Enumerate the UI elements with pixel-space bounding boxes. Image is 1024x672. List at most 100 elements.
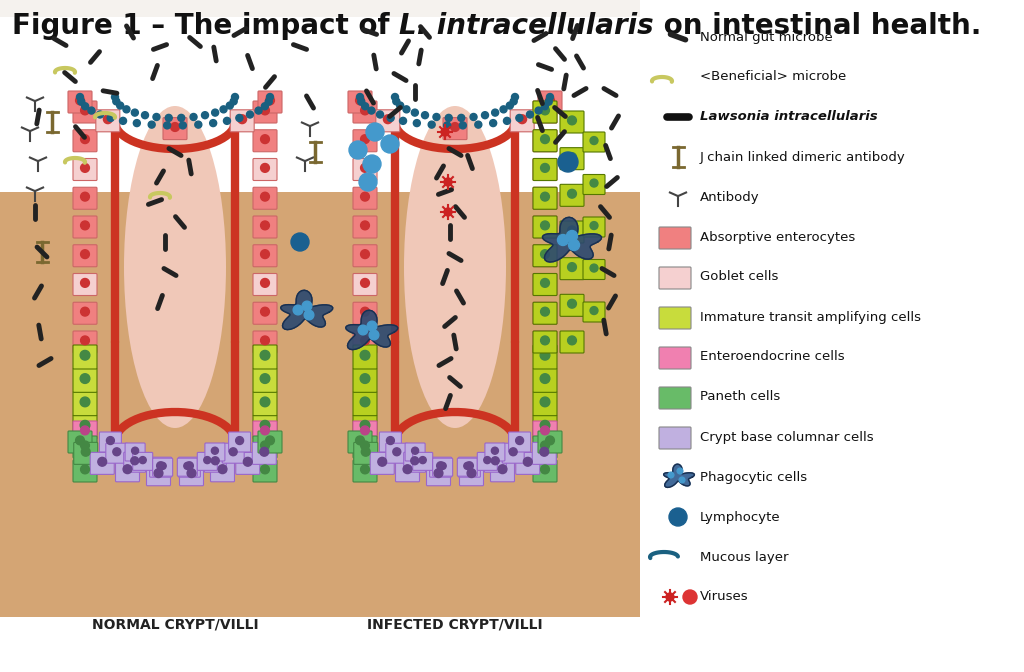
FancyBboxPatch shape [125,443,145,461]
Circle shape [541,250,550,259]
Circle shape [302,301,312,311]
Circle shape [231,93,239,101]
FancyBboxPatch shape [534,274,557,296]
FancyBboxPatch shape [460,464,483,486]
Circle shape [541,135,550,144]
FancyBboxPatch shape [253,421,278,443]
FancyBboxPatch shape [534,331,557,353]
Circle shape [567,263,577,271]
FancyBboxPatch shape [534,421,557,443]
Circle shape [226,102,233,109]
Circle shape [526,111,534,118]
FancyBboxPatch shape [252,442,276,464]
Circle shape [204,456,211,464]
Circle shape [187,469,196,478]
Circle shape [159,462,166,470]
FancyBboxPatch shape [253,274,278,296]
Circle shape [547,93,554,101]
Circle shape [260,278,269,288]
Text: Viruses: Viruses [700,591,749,603]
Circle shape [229,448,238,456]
Circle shape [190,114,197,120]
Circle shape [260,448,268,456]
FancyBboxPatch shape [353,331,377,353]
Circle shape [120,118,127,124]
Circle shape [396,102,403,109]
FancyBboxPatch shape [659,227,691,249]
FancyBboxPatch shape [538,91,562,113]
FancyBboxPatch shape [353,216,377,238]
Text: Crypt base columnar cells: Crypt base columnar cells [700,431,873,444]
Circle shape [460,122,466,129]
Circle shape [260,221,269,230]
Circle shape [220,106,227,113]
Circle shape [291,233,309,251]
Circle shape [360,250,370,259]
FancyBboxPatch shape [253,368,278,392]
FancyBboxPatch shape [560,331,584,353]
Circle shape [444,208,452,216]
Circle shape [360,221,370,230]
Circle shape [492,457,500,465]
FancyBboxPatch shape [253,436,278,458]
FancyBboxPatch shape [353,345,377,369]
Circle shape [391,93,398,101]
FancyBboxPatch shape [427,464,451,486]
Circle shape [82,103,89,110]
Circle shape [557,235,568,245]
Circle shape [260,192,269,201]
FancyBboxPatch shape [353,392,377,416]
Circle shape [360,163,370,172]
FancyBboxPatch shape [509,432,530,452]
FancyBboxPatch shape [583,132,605,152]
Circle shape [558,152,578,172]
Circle shape [360,421,370,430]
Bar [0,37,640,617]
Circle shape [265,436,274,445]
Circle shape [113,448,121,456]
FancyBboxPatch shape [178,457,201,477]
Circle shape [509,448,517,456]
Circle shape [265,98,272,106]
Circle shape [567,116,577,125]
Circle shape [444,178,452,186]
Circle shape [492,109,499,116]
Circle shape [165,114,172,122]
Circle shape [458,114,465,122]
FancyBboxPatch shape [490,460,514,482]
FancyBboxPatch shape [73,245,97,267]
FancyBboxPatch shape [353,415,377,439]
FancyBboxPatch shape [74,442,97,464]
Circle shape [443,122,451,129]
Circle shape [403,106,410,113]
FancyBboxPatch shape [560,184,584,206]
FancyBboxPatch shape [73,216,97,238]
FancyBboxPatch shape [177,458,198,476]
Circle shape [360,374,370,384]
FancyBboxPatch shape [253,460,278,482]
Circle shape [510,98,517,105]
Circle shape [467,469,476,478]
FancyBboxPatch shape [116,460,139,482]
FancyBboxPatch shape [253,415,278,439]
Circle shape [411,457,419,465]
FancyBboxPatch shape [534,216,557,238]
Circle shape [141,112,148,119]
FancyBboxPatch shape [353,159,377,181]
Circle shape [265,96,274,105]
Circle shape [387,114,394,122]
Circle shape [466,462,473,470]
FancyBboxPatch shape [253,101,278,123]
FancyBboxPatch shape [534,245,557,267]
FancyBboxPatch shape [353,442,378,464]
Circle shape [260,135,269,144]
Circle shape [236,437,244,444]
Circle shape [470,114,477,120]
FancyBboxPatch shape [659,387,691,409]
FancyBboxPatch shape [348,431,372,453]
Circle shape [202,112,209,119]
Circle shape [81,192,89,201]
FancyBboxPatch shape [583,302,605,322]
FancyBboxPatch shape [353,245,377,267]
Circle shape [236,114,243,122]
